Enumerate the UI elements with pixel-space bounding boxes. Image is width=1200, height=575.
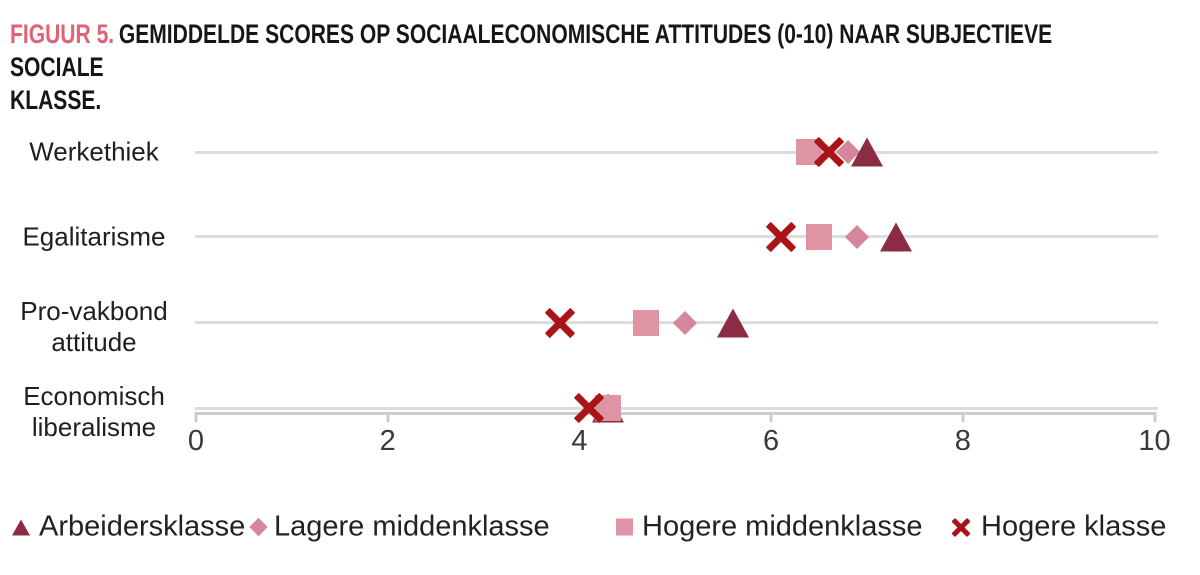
gridline bbox=[195, 150, 1158, 154]
axis-tick-label: 2 bbox=[379, 425, 396, 457]
x-axis-line bbox=[195, 411, 1156, 415]
axis-tick-label: 6 bbox=[763, 425, 780, 457]
legend-label: Hogere middenklasse bbox=[642, 510, 923, 543]
category-label: Egalitarisme bbox=[22, 221, 166, 251]
axis-tick bbox=[386, 412, 390, 422]
axis-tick bbox=[194, 412, 198, 422]
legend-item: Arbeidersklasse bbox=[12, 511, 245, 544]
point-triangle-icon bbox=[716, 308, 749, 337]
axis-tick bbox=[769, 412, 773, 422]
gridline bbox=[195, 406, 1158, 410]
point-square-icon bbox=[633, 309, 660, 336]
figure-number: FIGUUR 5. bbox=[10, 19, 115, 49]
point-x-icon bbox=[813, 136, 845, 168]
figure-title-line1: GEMIDDELDE SCORES OP SOCIAALECONOMISCHE … bbox=[10, 19, 1053, 82]
legend-item: Hogere middenklasse bbox=[616, 511, 922, 544]
figure-title-line2: KLASSE. bbox=[10, 85, 102, 115]
point-x-icon bbox=[544, 307, 576, 339]
legend-square-icon bbox=[616, 518, 633, 536]
point-x-icon bbox=[765, 221, 797, 253]
legend-label: Hogere klasse bbox=[981, 510, 1167, 543]
category-label: Pro-vakbond attitude bbox=[20, 295, 168, 357]
legend-x-icon bbox=[950, 516, 972, 538]
legend-diamond-icon bbox=[249, 517, 268, 537]
legend-item: Lagere middenklasse bbox=[249, 510, 550, 544]
point-x-icon bbox=[573, 392, 605, 424]
category-label: Economisch liberalisme bbox=[23, 381, 165, 442]
figure-title: FIGUUR 5. GEMIDDELDE SCORES OP SOCIAALECO… bbox=[10, 18, 1149, 117]
point-triangle-icon bbox=[850, 137, 883, 167]
point-triangle-icon bbox=[879, 222, 912, 251]
legend-label: Arbeidersklasse bbox=[39, 510, 246, 543]
axis-tick bbox=[961, 412, 965, 422]
axis-tick-label: 0 bbox=[187, 425, 205, 457]
axis-tick-label: 8 bbox=[954, 425, 971, 457]
axis-tick-label: 10 bbox=[1138, 425, 1171, 457]
legend-label: Lagere middenklasse bbox=[274, 510, 550, 543]
gridline bbox=[195, 235, 1158, 238]
legend-item: Hogere klasse bbox=[950, 511, 1166, 544]
axis-tick bbox=[1153, 412, 1156, 422]
category-label: Werkethiek bbox=[29, 136, 159, 167]
legend-triangle-icon bbox=[12, 519, 30, 535]
axis-tick-label: 4 bbox=[571, 425, 588, 457]
point-square-icon bbox=[806, 223, 833, 250]
